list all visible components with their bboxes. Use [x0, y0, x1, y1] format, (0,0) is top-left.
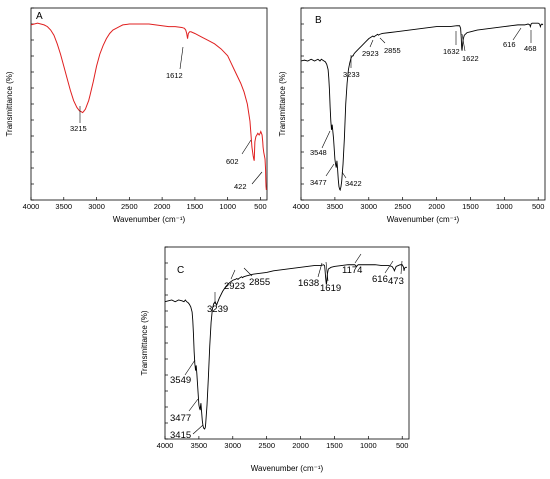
panel-c-series-line — [164, 264, 407, 430]
x-tick-label: 1500 — [187, 202, 204, 211]
annotation-arrow — [341, 171, 347, 179]
annotation-arrow — [230, 269, 236, 280]
annotation-arrow — [379, 37, 386, 44]
x-tick-label: 3000 — [224, 441, 241, 450]
panel-a-y-ticks — [31, 7, 34, 201]
panel-c-annotation-2855: 2855 — [249, 277, 270, 288]
panel-a-annotation-602: 602 — [226, 157, 239, 166]
annotation-arrow — [188, 398, 199, 412]
annotation-arrow — [369, 39, 374, 48]
panel-c-annotation-1619: 1619 — [320, 283, 341, 294]
panel-c-annotation-1638: 1638 — [298, 278, 319, 289]
x-tick-label: 3000 — [88, 202, 105, 211]
annotation-arrow — [243, 267, 253, 277]
panel-b-annotation-1632: 1632 — [443, 47, 460, 56]
panel-c-xlabel: Wavenumber (cm⁻¹) — [251, 464, 324, 473]
annotation-arrow — [400, 260, 403, 275]
panel-a-annotation-422: 422 — [234, 182, 247, 191]
annotation-arrow — [179, 46, 184, 70]
panel-b-annotation-3422: 3422 — [345, 179, 362, 188]
x-tick-label: 4000 — [23, 202, 40, 211]
panel-a-annotation-1612: 1612 — [166, 71, 183, 80]
panel-a-annotations — [79, 46, 263, 185]
x-tick-label: 4000 — [157, 441, 174, 450]
x-tick-label: 1000 — [219, 202, 236, 211]
x-tick-label: 1500 — [462, 202, 479, 211]
x-tick-label: 500 — [532, 202, 545, 211]
panel-a-ylabel: Transmittance (%) — [5, 71, 14, 136]
panel-a-letter: A — [36, 11, 43, 22]
annotation-arrow — [461, 33, 466, 52]
x-tick-label: 500 — [396, 441, 409, 450]
panel-b-series-line — [300, 22, 544, 192]
panel-a-xlabel: Wavenumber (cm⁻¹) — [113, 215, 186, 224]
panel-b-annotation-1622: 1622 — [462, 54, 479, 63]
panel-c-x-ticks: 4000 3500 3000 2500 2000 1500 1000 500 — [157, 436, 409, 450]
annotation-arrow — [325, 261, 329, 282]
panel-b-xlabel: Wavenumber (cm⁻¹) — [387, 215, 460, 224]
x-tick-label: 1000 — [496, 202, 513, 211]
x-tick-label: 3500 — [327, 202, 344, 211]
annotation-arrow — [241, 139, 252, 155]
panel-b-y-ticks — [301, 7, 304, 201]
panel-b-annotation-3233: 3233 — [343, 70, 360, 79]
panel-b-annotation-616: 616 — [503, 40, 516, 49]
panel-c-annotation-616: 616 — [372, 274, 388, 285]
x-tick-label: 2000 — [292, 441, 309, 450]
panel-c-annotation-3477: 3477 — [170, 413, 191, 424]
x-tick-label: 2000 — [154, 202, 171, 211]
panel-c-annotation-3549: 3549 — [170, 375, 191, 386]
annotation-arrow — [192, 424, 204, 435]
panel-b-annotation-3477: 3477 — [310, 178, 327, 187]
x-tick-label: 3500 — [55, 202, 72, 211]
x-tick-label: 2500 — [121, 202, 138, 211]
x-tick-label: 4000 — [293, 202, 310, 211]
panel-a-x-ticks: 4000 3500 3000 2500 2000 1500 1000 500 — [23, 197, 267, 211]
panel-c-letter: C — [177, 265, 184, 276]
panel-a-annotation-3215: 3215 — [70, 124, 87, 133]
x-tick-label: 1500 — [326, 441, 343, 450]
panel-b-x-ticks: 4000 3500 3000 2500 2000 1500 1000 500 — [293, 197, 545, 211]
panel-c-y-ticks — [165, 246, 168, 440]
x-tick-label: 2500 — [258, 441, 275, 450]
panel-b-letter: B — [315, 15, 322, 26]
panel-c-annotation-3239: 3239 — [207, 304, 228, 315]
panel-c-annotation-473: 473 — [388, 276, 404, 287]
panel-b-annotation-3548: 3548 — [310, 148, 327, 157]
annotation-arrow — [321, 130, 331, 149]
panel-b-annotation-468: 468 — [524, 44, 537, 53]
annotation-arrow — [512, 27, 522, 41]
x-tick-label: 500 — [254, 202, 267, 211]
annotation-arrow — [317, 262, 323, 278]
x-tick-label: 2500 — [394, 202, 411, 211]
panel-a-series-line — [30, 22, 267, 191]
panel-c-annotation-2923: 2923 — [224, 281, 245, 292]
panel-b-ylabel: Transmittance (%) — [278, 71, 287, 136]
x-tick-label: 2000 — [428, 202, 445, 211]
annotation-arrow — [354, 253, 362, 264]
annotation-arrow — [251, 171, 263, 185]
x-tick-label: 3500 — [191, 441, 208, 450]
panel-b-annotation-2923: 2923 — [362, 49, 379, 58]
panel-b-annotations — [321, 27, 532, 179]
panel-c: 4000 3500 3000 2500 2000 1500 1000 500 C Transm… — [140, 246, 410, 473]
panel-c-annotation-1174: 1174 — [342, 265, 362, 276]
x-tick-label: 1000 — [360, 441, 377, 450]
panel-b-annotation-2855: 2855 — [384, 46, 401, 55]
annotation-arrow — [184, 359, 196, 376]
annotation-arrow — [325, 163, 335, 177]
panel-a-plot-frame — [30, 7, 268, 201]
panel-c-annotations — [184, 253, 403, 435]
annotation-arrow — [384, 260, 394, 274]
panel-b: 4000 3500 3000 2500 2000 1500 1000 500 B Transm… — [278, 7, 546, 224]
x-tick-label: 3000 — [360, 202, 377, 211]
panel-c-annotation-3415: 3415 — [170, 430, 191, 441]
panel-a: 4000 3500 3000 2500 2000 1500 1000 500 A Transm… — [5, 7, 268, 224]
panel-c-ylabel: Transmittance (%) — [140, 310, 149, 375]
